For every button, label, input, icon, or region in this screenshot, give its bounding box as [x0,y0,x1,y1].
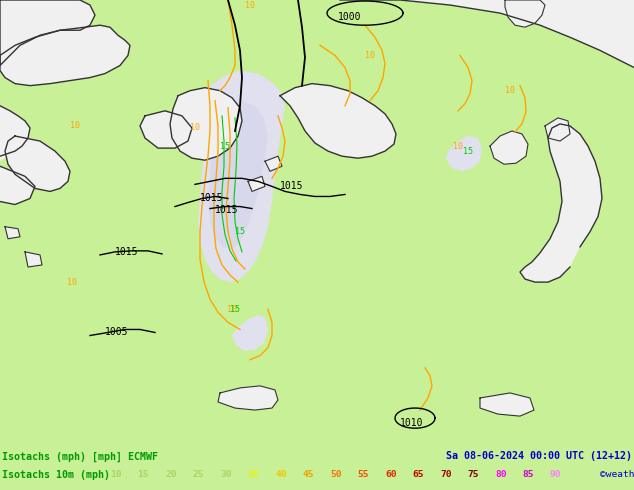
Text: 1015: 1015 [115,247,138,257]
Text: 85: 85 [522,470,534,479]
Polygon shape [280,84,396,158]
Text: 10: 10 [505,86,515,95]
Polygon shape [490,131,528,164]
Polygon shape [0,166,35,204]
Polygon shape [208,101,268,249]
Text: 90: 90 [550,470,562,479]
Text: 10: 10 [67,278,77,287]
Text: Isotachs (mph) [mph] ECMWF: Isotachs (mph) [mph] ECMWF [2,451,158,462]
Text: 20: 20 [165,470,176,479]
Polygon shape [505,0,545,27]
Text: 45: 45 [302,470,314,479]
Polygon shape [545,118,570,141]
Text: 15: 15 [463,147,473,156]
Text: 1015: 1015 [200,194,224,203]
Text: 1015: 1015 [280,181,304,192]
Polygon shape [25,252,42,267]
Text: 35: 35 [247,470,259,479]
Text: 15: 15 [230,305,240,314]
Text: 25: 25 [193,470,204,479]
Polygon shape [0,0,30,161]
Polygon shape [198,71,285,282]
Polygon shape [0,0,95,66]
Text: 10: 10 [227,305,237,314]
Polygon shape [5,227,20,239]
Polygon shape [0,0,30,46]
Text: 1005: 1005 [105,327,129,338]
Text: 40: 40 [275,470,287,479]
Text: 10: 10 [70,122,80,130]
Text: 15: 15 [138,470,149,479]
Text: 1010: 1010 [400,418,424,428]
Polygon shape [265,156,282,172]
Text: 1015: 1015 [215,204,238,215]
Text: 10: 10 [365,51,375,60]
Polygon shape [446,136,482,171]
Polygon shape [170,88,242,160]
Text: 55: 55 [358,470,369,479]
Polygon shape [480,393,534,416]
Polygon shape [140,111,192,148]
Text: 30: 30 [220,470,231,479]
Text: 60: 60 [385,470,396,479]
Text: 10: 10 [453,142,463,150]
Text: ©weatheronline.co.uk: ©weatheronline.co.uk [600,470,634,479]
Polygon shape [5,136,70,192]
Text: 15: 15 [220,142,230,150]
Text: Isotachs 10m (mph): Isotachs 10m (mph) [2,470,110,480]
Text: Sa 08-06-2024 00:00 UTC (12+12): Sa 08-06-2024 00:00 UTC (12+12) [446,451,632,462]
Polygon shape [340,0,634,68]
Polygon shape [218,386,278,410]
Text: 70: 70 [440,470,451,479]
Text: 15: 15 [235,227,245,236]
Text: 80: 80 [495,470,507,479]
Polygon shape [232,316,268,351]
Polygon shape [248,176,265,192]
Text: 10: 10 [110,470,122,479]
Text: 75: 75 [467,470,479,479]
Text: 65: 65 [413,470,424,479]
Text: 10: 10 [245,0,255,9]
Polygon shape [0,25,130,86]
Text: 50: 50 [330,470,342,479]
Polygon shape [520,124,602,282]
Text: 10: 10 [190,123,200,132]
Text: 1000: 1000 [338,12,361,22]
